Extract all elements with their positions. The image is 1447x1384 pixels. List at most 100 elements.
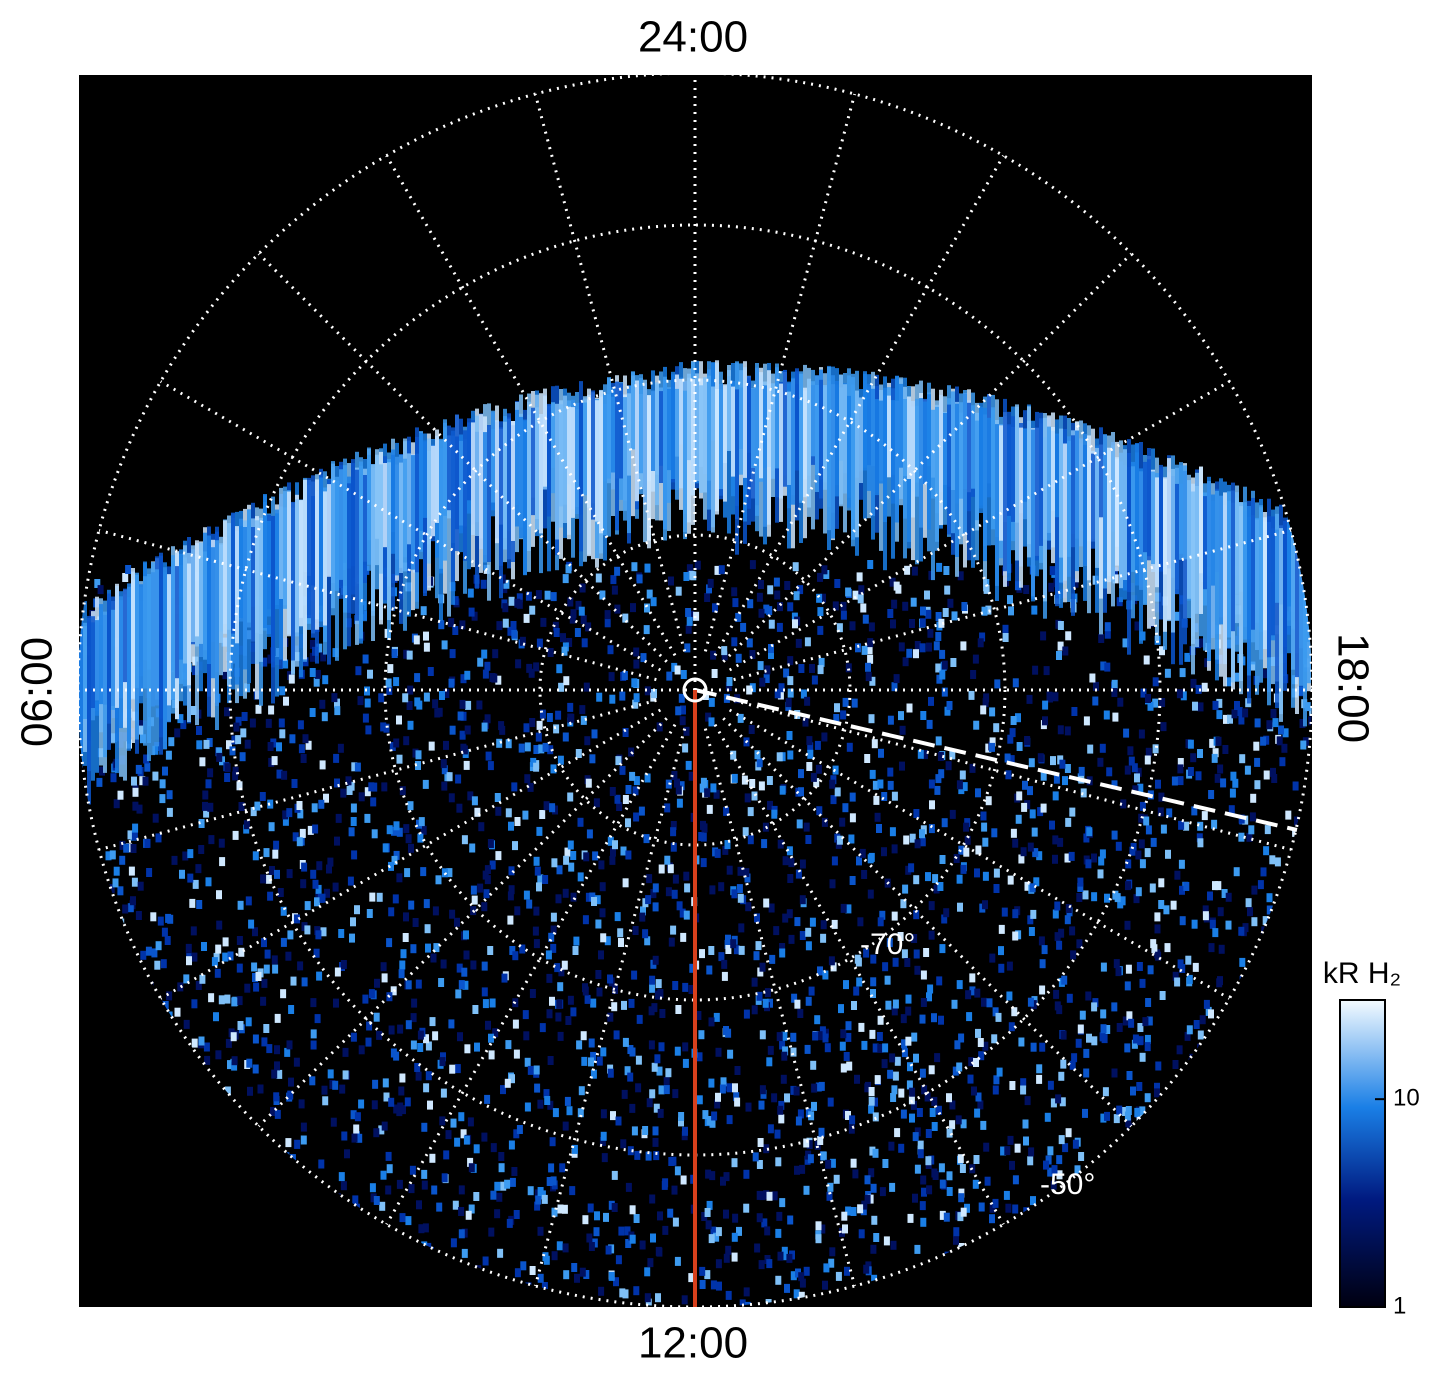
noise-pixel (464, 1044, 471, 1054)
noise-pixel (536, 826, 543, 836)
noise-pixel (807, 1307, 813, 1316)
aurora-streak (419, 432, 423, 531)
aurora-streak (307, 477, 311, 619)
noise-pixel (1068, 851, 1075, 861)
noise-pixel (1151, 944, 1158, 954)
noise-pixel (1222, 745, 1229, 754)
noise-pixel (270, 1107, 276, 1116)
noise-pixel (901, 1048, 908, 1058)
noise-pixel (854, 1074, 860, 1084)
noise-pixel (604, 936, 611, 946)
noise-pixel (267, 742, 274, 751)
noise-pixel (909, 619, 915, 628)
noise-pixel (726, 1115, 733, 1125)
noise-pixel (1027, 997, 1034, 1007)
noise-pixel (956, 780, 963, 790)
noise-pixel (1124, 920, 1131, 930)
noise-pixel (190, 926, 197, 936)
noise-pixel (122, 573, 129, 582)
noise-pixel (348, 827, 355, 837)
noise-pixel (856, 856, 862, 866)
noise-pixel (882, 1159, 889, 1168)
noise-pixel (246, 1058, 253, 1068)
grid-meridian (157, 378, 662, 672)
noise-pixel (495, 851, 502, 861)
noise-pixel (902, 884, 909, 894)
noise-pixel (567, 702, 574, 712)
noise-pixel (1076, 893, 1083, 902)
noise-pixel (842, 803, 849, 813)
noise-pixel (1050, 1180, 1057, 1190)
noise-pixel (1089, 673, 1096, 683)
noise-pixel (135, 911, 142, 920)
noise-pixel (333, 753, 340, 763)
noise-pixel (633, 776, 640, 786)
noise-pixel (595, 573, 602, 583)
noise-pixel (911, 934, 918, 943)
noise-pixel (1281, 743, 1288, 753)
noise-pixel (884, 975, 891, 985)
noise-pixel (139, 734, 146, 744)
noise-pixel (951, 611, 958, 621)
aurora-streak (387, 462, 391, 620)
noise-pixel (889, 827, 896, 837)
noise-pixel (511, 1167, 518, 1176)
noise-pixel (1233, 867, 1240, 877)
noise-pixel (403, 912, 409, 922)
noise-pixel (840, 1029, 847, 1039)
noise-pixel (829, 1158, 836, 1168)
noise-pixel (276, 1069, 283, 1079)
noise-pixel (588, 1242, 595, 1251)
noise-pixel (402, 693, 409, 703)
noise-pixel (216, 920, 223, 930)
aurora-streak (1259, 505, 1263, 683)
noise-pixel (865, 662, 871, 672)
noise-pixel (982, 837, 989, 847)
aurora-streak (1171, 468, 1175, 633)
noise-pixel (818, 657, 825, 667)
noise-pixel (612, 840, 618, 850)
noise-pixel (642, 929, 649, 939)
aurora-streak (479, 414, 483, 573)
noise-pixel (552, 621, 559, 631)
noise-pixel (271, 756, 278, 766)
noise-pixel (867, 654, 874, 664)
noise-pixel (1249, 661, 1256, 671)
noise-pixel (556, 865, 563, 875)
noise-pixel (817, 607, 824, 617)
noise-pixel (817, 1136, 824, 1145)
noise-pixel (1272, 718, 1279, 728)
noise-pixel (117, 886, 124, 896)
noise-pixel (938, 1015, 944, 1025)
noise-pixel (806, 1140, 813, 1150)
noise-pixel (766, 1057, 773, 1067)
noise-pixel (1044, 1112, 1051, 1122)
noise-pixel (410, 1040, 417, 1050)
noise-pixel (731, 1252, 738, 1262)
noise-pixel (372, 1079, 379, 1089)
noise-pixel (731, 637, 738, 647)
noise-pixel (861, 645, 868, 655)
noise-pixel (151, 948, 158, 958)
noise-pixel (1260, 736, 1267, 746)
noise-pixel (906, 703, 913, 713)
noise-pixel (1158, 900, 1165, 909)
noise-pixel (850, 1158, 857, 1168)
noise-pixel (435, 1309, 441, 1318)
noise-pixel (391, 649, 398, 658)
noise-pixel (657, 1108, 664, 1118)
noise-pixel (756, 1213, 763, 1223)
noise-pixel (232, 830, 239, 840)
noise-pixel (780, 1074, 787, 1084)
noise-pixel (1145, 694, 1151, 703)
noise-pixel (618, 938, 624, 947)
aurora-streak (1055, 419, 1059, 518)
noise-pixel (747, 599, 754, 609)
noise-pixel (567, 792, 574, 802)
aurora-streak (1179, 483, 1183, 665)
noise-pixel (265, 874, 272, 884)
noise-pixel (928, 1065, 935, 1075)
noise-pixel (405, 980, 412, 990)
noise-pixel (1245, 898, 1252, 908)
noise-pixel (868, 622, 875, 632)
